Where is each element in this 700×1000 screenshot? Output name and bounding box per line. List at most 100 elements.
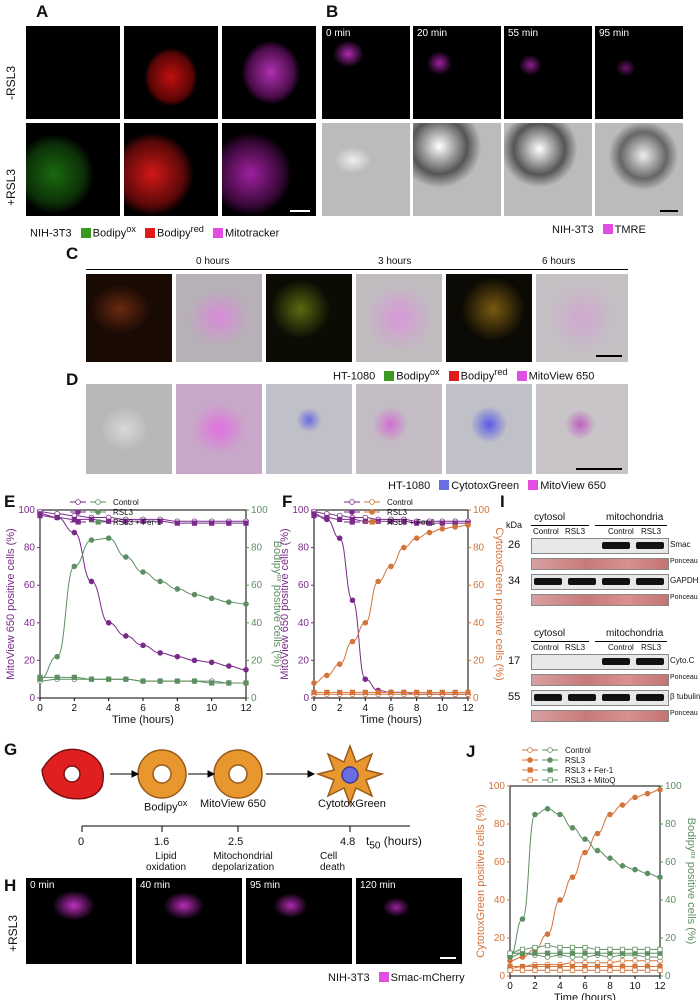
data-point [123, 518, 129, 524]
data-point [140, 569, 146, 575]
legend-a-item-0: Bodipy [92, 227, 127, 240]
blot-bottom-group-0: cytosol [534, 628, 566, 639]
data-point [209, 520, 215, 526]
legend-marker [369, 509, 375, 515]
data-point [519, 916, 526, 922]
blot-top: kDa cytosol mitochondria Control RSL3 Co… [504, 510, 700, 616]
data-point [557, 967, 563, 973]
blot-strip [531, 690, 669, 706]
data-point [337, 516, 343, 523]
data-point [191, 591, 198, 598]
data-point [105, 620, 112, 626]
x-tick-label: 6 [388, 703, 394, 714]
y-tick-label-right: 60 [251, 580, 263, 591]
x-axis-label: Time (hours) [360, 714, 422, 726]
data-point [243, 601, 249, 607]
data-point [88, 537, 95, 543]
y-tick-label-right: 0 [473, 693, 479, 704]
data-point [105, 535, 112, 541]
blot-kda: 17 [508, 655, 521, 667]
blot-row-label: GAPDH [670, 576, 699, 585]
data-point [191, 520, 198, 526]
blot-strip [531, 574, 669, 590]
micrograph-b-1: 20 min [413, 26, 501, 119]
blot-strip [531, 538, 669, 554]
y-tick-label-right: 40 [473, 618, 485, 629]
data-point [311, 680, 317, 686]
data-point [619, 967, 626, 973]
data-point [426, 520, 433, 526]
cell-bodipy-icon [137, 749, 187, 799]
data-point [243, 520, 249, 526]
stage-desc-2: Cell death [320, 851, 346, 873]
blot-row-label: Ponceau S [670, 710, 700, 717]
micrograph-d-3 [356, 384, 442, 474]
y-axis-label-left: MitoView 650 positive cells (%) [279, 528, 291, 679]
blot-band [534, 578, 562, 585]
data-point [582, 967, 588, 973]
legend-label: RSL3 [113, 508, 134, 517]
blot-band [602, 694, 630, 701]
blot-kda: 26 [508, 539, 521, 551]
legend-label: RSL3 + MitoQ [565, 776, 615, 785]
data-point [452, 689, 458, 695]
stage-t-1: 2.5 [228, 836, 244, 848]
data-point [71, 563, 78, 570]
y-tick-label-right: 100 [665, 781, 682, 792]
stage-sup-0: ox [177, 798, 188, 808]
legend-marker [547, 747, 553, 753]
y-tick-label-right: 100 [251, 505, 268, 516]
micrograph-b-3: 95 min [595, 26, 683, 119]
data-point [582, 944, 588, 951]
legend-marker [369, 519, 375, 525]
legend-marker [527, 747, 533, 753]
data-point [174, 678, 180, 684]
data-point [157, 650, 163, 656]
x-tick-label: 6 [582, 981, 588, 992]
legend-label: RSL3 [565, 756, 586, 765]
data-point [644, 870, 651, 877]
y-tick-label-right: 40 [665, 895, 677, 906]
data-point [569, 944, 576, 951]
legend-h-item-0: Smac-mCherry [390, 972, 465, 984]
x-tick-label: 0 [37, 703, 43, 714]
data-point [439, 520, 445, 526]
data-point [208, 595, 215, 602]
x-tick-label: 12 [240, 703, 252, 714]
blot-top-col-1: RSL3 [565, 527, 586, 536]
brightfield-b-0 [322, 123, 410, 216]
blot-band [602, 542, 630, 549]
data-point [243, 667, 249, 673]
legend-label: RSL3 [387, 508, 408, 517]
blot-strip [531, 654, 669, 670]
data-point [594, 830, 601, 837]
data-point [582, 849, 588, 856]
arrows [110, 770, 316, 778]
blot-row-label: Ponceau S [670, 594, 700, 601]
data-point [507, 950, 513, 956]
y-tick-label-right: 0 [665, 971, 671, 982]
legend-swatch-magenta [528, 480, 539, 490]
x-tick-label: 2 [532, 981, 538, 992]
data-point [507, 967, 513, 973]
time-h-3: 120 min [360, 880, 396, 891]
legend-marker [527, 757, 533, 763]
y-tick-label-left: 80 [24, 543, 36, 554]
plot-frame [39, 509, 247, 699]
data-point [324, 672, 330, 679]
data-point [362, 676, 369, 683]
legend-swatch-red [448, 370, 459, 381]
y-tick-label-right: 20 [473, 655, 485, 666]
blot-kda: 34 [508, 575, 521, 587]
data-point [594, 967, 601, 973]
data-point [569, 967, 576, 973]
micrograph-d-5 [536, 384, 628, 474]
data-point [557, 897, 563, 903]
x-tick-label: 8 [175, 703, 181, 714]
ponceau-strip [531, 710, 669, 722]
x-axis-label: Time (hours) [112, 714, 174, 726]
series-line [313, 513, 468, 695]
data-point [311, 689, 317, 695]
data-point [657, 786, 663, 793]
